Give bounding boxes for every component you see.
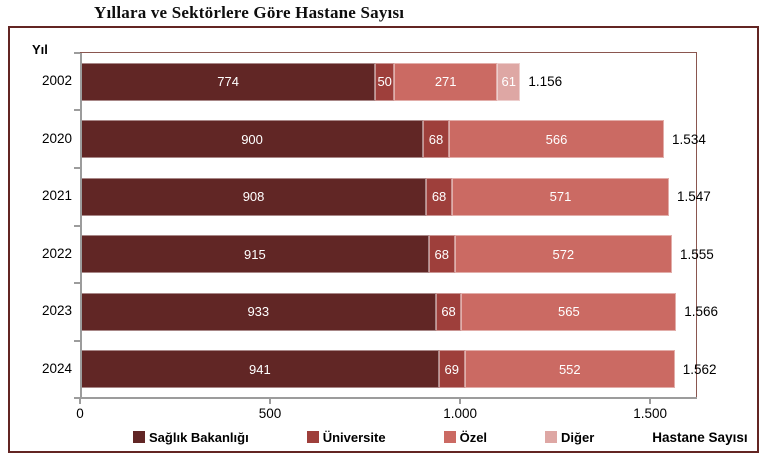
x-axis: 0 500 1.000 1.500: [76, 397, 695, 431]
y-tick-label: 2002: [41, 73, 72, 89]
y-axis-labels: 2002 2020 2021 2022 2023 2024: [10, 52, 72, 397]
bar-total-label: 1.562: [682, 361, 717, 377]
y-axis-tick: [74, 224, 80, 227]
legend-swatch-icon: [545, 431, 558, 443]
legend-label: Sağlık Bakanlığı: [149, 429, 249, 445]
bar-value-label: 68: [431, 189, 447, 205]
chart-frame: Yıl 2002 2020 2021 2022 2023 2024 774 50 271 61 1…: [8, 26, 759, 453]
x-axis-tick: [79, 398, 81, 404]
legend-swatch-icon: [443, 431, 456, 443]
bar-value-label: 774: [217, 74, 239, 90]
x-axis-title: Hastane Sayısı: [652, 429, 748, 445]
bar-segment: 915: [81, 235, 429, 274]
bar-total-label: 1.156: [528, 74, 563, 90]
legend: Sağlık Bakanlığı Üniversite Özel Diğer Hasta…: [133, 426, 748, 448]
bar-segment: 271: [394, 62, 498, 101]
y-axis-title: Yıl: [32, 42, 48, 57]
bar-value-label: 552: [558, 361, 581, 377]
bar-segment: 566: [448, 120, 665, 159]
bar-total-label: 1.534: [672, 131, 706, 147]
legend-item: Diğer: [545, 430, 594, 445]
bar-value-label: 566: [545, 131, 568, 147]
chart-title: Yıllara ve Sektörlere Göre Hastane Sayıs…: [94, 3, 405, 22]
bar-value-label: 61: [501, 74, 516, 90]
bar-value-label: 68: [434, 246, 449, 262]
bar-segment: 61: [497, 62, 521, 101]
bar-segment: 552: [464, 350, 675, 389]
y-axis-tick: [74, 397, 80, 399]
x-tick-label: 0: [76, 406, 84, 421]
x-axis-tick: [649, 398, 652, 404]
y-axis-tick: [74, 339, 80, 342]
x-tick-label: 1.500: [633, 406, 668, 421]
x-axis-line: [80, 397, 697, 399]
legend-swatch-icon: [306, 431, 319, 443]
plot-area: 774 50 271 61 1.156 900 68 566 1.534 908 68 571 1.54…: [74, 52, 718, 399]
y-tick-label: 2022: [41, 245, 72, 261]
bar-value-label: 941: [248, 361, 271, 377]
bar-row: 941 69 552 1.562: [81, 341, 717, 399]
bar-value-label: 915: [244, 246, 266, 262]
bar-value-label: 900: [241, 131, 263, 147]
bar-segment: 68: [423, 120, 449, 159]
x-axis-tick: [269, 398, 272, 404]
bar-row: 933 68 565 1.566: [81, 283, 718, 341]
bar-value-label: 565: [557, 304, 580, 320]
legend-item: Özel: [443, 429, 488, 445]
y-tick-label: 2020: [41, 130, 72, 146]
y-axis-tick: [74, 281, 80, 284]
y-tick-label: 2024: [41, 360, 72, 376]
legend-label: Diğer: [561, 429, 595, 445]
legend-label: Üniversite: [322, 429, 386, 445]
y-axis-tick: [74, 109, 80, 112]
y-axis-line: [80, 53, 82, 398]
legend-label: Özel: [459, 429, 488, 445]
y-tick-label: 2021: [41, 188, 72, 204]
y-axis-tick: [74, 166, 80, 169]
y-tick-label: 2023: [41, 303, 72, 319]
y-axis-tick: [74, 52, 80, 54]
bar-value-label: 571: [549, 189, 572, 205]
bar-value-label: 271: [434, 74, 457, 90]
bar-segment: 774: [81, 62, 376, 101]
bar-segment: 571: [451, 177, 669, 216]
bar-value-label: 68: [441, 304, 456, 320]
bar-value-label: 68: [428, 131, 444, 147]
bar-value-label: 50: [377, 74, 392, 90]
bar-segment: 68: [426, 177, 452, 216]
bar-value-label: 572: [552, 246, 575, 262]
x-tick-label: 1.000: [443, 406, 477, 421]
bar-row: 774 50 271 61 1.156: [81, 53, 696, 111]
bar-segment: 572: [454, 235, 673, 274]
bar-segment: 933: [81, 292, 436, 331]
bar-rows: 774 50 271 61 1.156 900 68 566 1.534 908 68 571 1.54…: [81, 53, 718, 399]
bar-segment: 565: [461, 292, 677, 331]
bar-segment: 941: [81, 350, 439, 389]
bar-row: 915 68 572 1.555: [81, 226, 714, 284]
bar-total-label: 1.566: [684, 304, 719, 320]
bar-segment: 69: [438, 350, 465, 389]
bar-value-label: 69: [444, 361, 460, 377]
legend-item: Sağlık Bakanlığı: [133, 430, 249, 445]
x-axis-tick: [459, 398, 462, 404]
bar-segment: 68: [435, 292, 462, 331]
bar-total-label: 1.547: [677, 189, 711, 205]
x-tick-label: 500: [258, 406, 282, 421]
legend-swatch-icon: [133, 431, 145, 443]
bar-segment: 50: [375, 62, 395, 101]
bar-segment: 900: [81, 120, 424, 159]
legend-item: Üniversite: [306, 429, 386, 445]
bar-value-label: 908: [242, 189, 265, 205]
bar-total-label: 1.555: [680, 246, 714, 262]
bar-row: 908 68 571 1.547: [81, 168, 711, 226]
bar-value-label: 933: [247, 304, 270, 320]
bar-row: 900 68 566 1.534: [81, 111, 706, 169]
bar-segment: 68: [428, 235, 455, 274]
bar-segment: 908: [81, 177, 427, 216]
